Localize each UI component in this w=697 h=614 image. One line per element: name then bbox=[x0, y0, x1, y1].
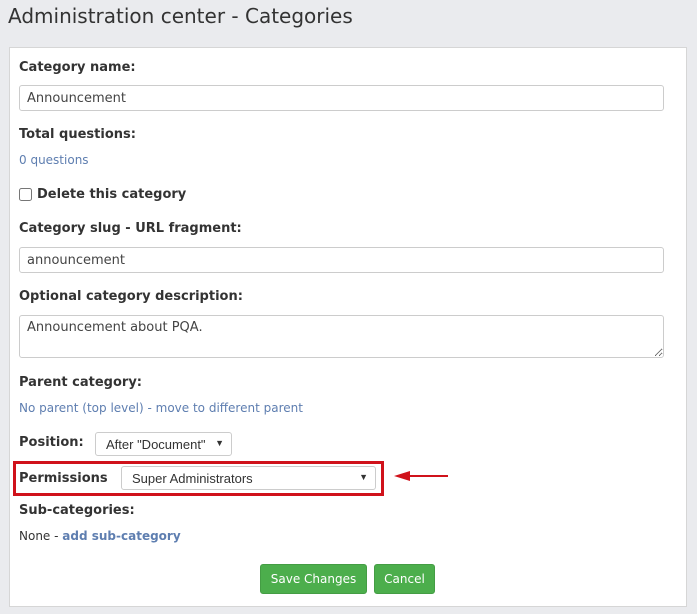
permissions-highlight bbox=[13, 461, 384, 496]
delete-checkbox[interactable] bbox=[19, 188, 32, 201]
save-changes-button[interactable]: Save Changes bbox=[260, 564, 367, 594]
category-form: Category name: Total questions: 0 questi… bbox=[9, 47, 687, 607]
arrow-left-icon bbox=[394, 471, 448, 481]
subcategories-separator: - bbox=[50, 529, 63, 543]
questions-link[interactable]: 0 questions bbox=[19, 153, 89, 167]
category-name-input[interactable] bbox=[19, 85, 664, 111]
parent-value: No parent (top level) bbox=[19, 401, 144, 415]
position-value: After "Document" bbox=[106, 437, 206, 452]
chevron-down-icon: ▼ bbox=[359, 472, 368, 482]
total-questions-label: Total questions: bbox=[19, 127, 136, 142]
position-select[interactable]: After "Document" ▼ bbox=[95, 432, 232, 456]
slug-input[interactable] bbox=[19, 247, 664, 273]
subcategories-label: Sub-categories: bbox=[19, 503, 135, 518]
slug-label: Category slug - URL fragment: bbox=[19, 221, 242, 236]
parent-separator: - bbox=[143, 401, 156, 415]
add-subcategory-link[interactable]: add sub-category bbox=[62, 529, 181, 543]
parent-label: Parent category: bbox=[19, 375, 143, 390]
cancel-button[interactable]: Cancel bbox=[374, 564, 435, 594]
page-title: Administration center - Categories bbox=[8, 4, 353, 28]
permissions-select[interactable]: Super Administrators ▼ bbox=[121, 466, 376, 490]
chevron-down-icon: ▼ bbox=[215, 438, 224, 448]
permissions-label: Permissions bbox=[19, 471, 108, 486]
move-parent-link[interactable]: move to different parent bbox=[155, 401, 303, 415]
description-label: Optional category description: bbox=[19, 289, 243, 304]
permissions-value: Super Administrators bbox=[132, 471, 253, 486]
subcategories-value: None bbox=[19, 529, 51, 543]
description-textarea[interactable]: Announcement about PQA. bbox=[19, 315, 664, 358]
delete-label: Delete this category bbox=[37, 187, 187, 202]
position-label: Position: bbox=[19, 435, 84, 450]
category-name-label: Category name: bbox=[19, 60, 136, 75]
